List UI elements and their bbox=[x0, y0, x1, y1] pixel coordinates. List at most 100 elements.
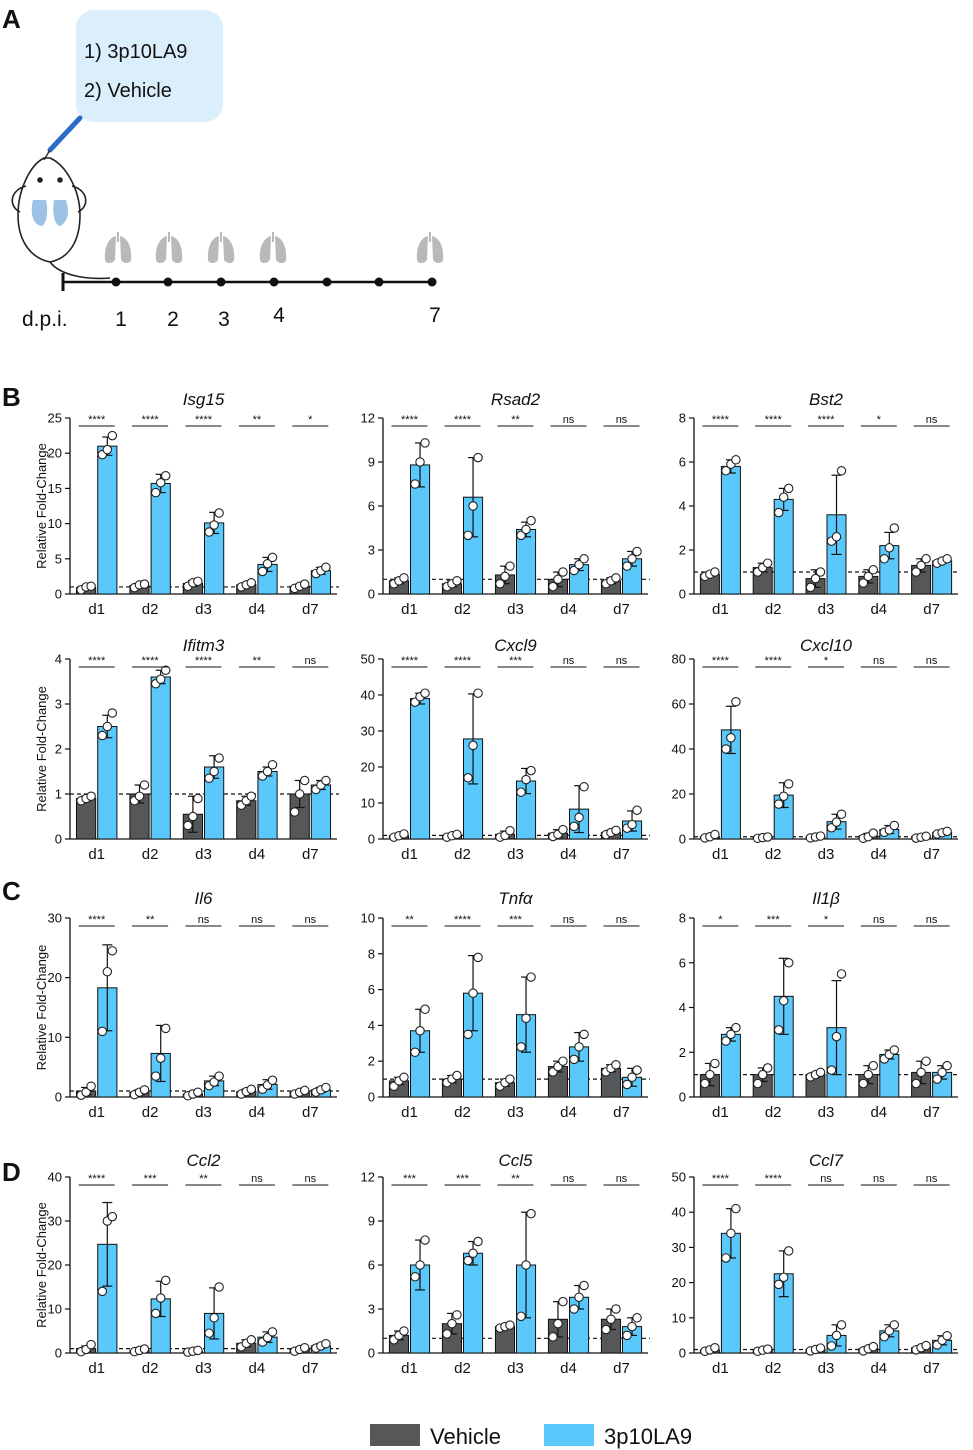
data-point bbox=[721, 1036, 731, 1046]
lung-lobe bbox=[171, 236, 183, 263]
y-tick-label: 40 bbox=[672, 1205, 686, 1220]
data-point bbox=[246, 1084, 257, 1094]
significance-label: * bbox=[308, 414, 313, 426]
data-point bbox=[526, 1208, 536, 1219]
significance-label: ns bbox=[873, 1173, 885, 1185]
significance-label: ns bbox=[304, 655, 316, 667]
data-point bbox=[710, 567, 720, 577]
y-tick-label: 15 bbox=[48, 481, 62, 496]
data-point bbox=[267, 1075, 278, 1086]
significance-label: ns bbox=[304, 914, 316, 926]
x-tick-label: d2 bbox=[142, 601, 159, 618]
lung-lobe bbox=[275, 236, 287, 263]
data-point bbox=[831, 1031, 842, 1042]
data-point bbox=[627, 819, 637, 830]
y-tick-label: 10 bbox=[48, 1030, 62, 1045]
data-point bbox=[627, 1072, 637, 1083]
y-tick-label: 30 bbox=[361, 724, 375, 739]
x-tick-label: d7 bbox=[302, 1104, 319, 1121]
y-tick-label: 6 bbox=[368, 1258, 375, 1273]
y-tick-label: 10 bbox=[48, 1302, 62, 1317]
significance-label: **** bbox=[142, 414, 160, 426]
data-point bbox=[863, 1069, 874, 1080]
day-label: 3 bbox=[218, 308, 230, 331]
data-point bbox=[193, 793, 203, 804]
x-tick-label: d4 bbox=[870, 1104, 887, 1121]
data-point bbox=[611, 825, 621, 836]
data-point bbox=[139, 579, 150, 589]
y-tick-label: 20 bbox=[48, 1258, 62, 1273]
data-point bbox=[97, 1286, 108, 1297]
y-tick-label: 10 bbox=[672, 1310, 686, 1325]
chart-7: Tnfα 0 2 4 6 8 10 d1 ** d2 **** d3 *** d4 ns d7 ns bbox=[361, 889, 650, 1121]
data-point bbox=[188, 811, 198, 822]
data-point bbox=[86, 581, 96, 592]
y-tick-label: 2 bbox=[368, 1054, 375, 1069]
significance-label: *** bbox=[456, 1173, 470, 1185]
data-point bbox=[516, 787, 526, 797]
data-point bbox=[836, 969, 847, 979]
x-tick-label: d2 bbox=[454, 1360, 471, 1377]
data-point bbox=[627, 554, 637, 564]
data-point bbox=[773, 1025, 784, 1035]
data-point bbox=[415, 457, 425, 467]
dpi-label: d.p.i. bbox=[22, 308, 68, 331]
y-tick-label: 0 bbox=[55, 1090, 62, 1105]
data-point bbox=[410, 479, 420, 489]
data-point bbox=[868, 1341, 879, 1352]
chart-title: Bst2 bbox=[809, 390, 844, 409]
x-tick-label: d4 bbox=[870, 601, 887, 618]
data-point bbox=[836, 1320, 847, 1330]
significance-label: **** bbox=[817, 414, 835, 426]
data-point bbox=[246, 1335, 257, 1345]
data-point bbox=[942, 1060, 952, 1071]
data-point bbox=[889, 1320, 900, 1330]
y-tick-label: 8 bbox=[368, 946, 375, 961]
data-point bbox=[726, 732, 736, 743]
y-tick-label: 1 bbox=[55, 787, 62, 802]
data-point bbox=[81, 1087, 91, 1097]
data-point bbox=[579, 554, 589, 564]
data-point bbox=[139, 1085, 150, 1095]
chart-1: Rsad2 0 3 6 9 12 d1 **** d2 **** d3 ** d4 ns d7 ns bbox=[361, 390, 650, 618]
data-point bbox=[921, 831, 931, 842]
data-point bbox=[209, 766, 219, 777]
pipette-icon bbox=[43, 115, 83, 161]
y-tick-label: 20 bbox=[672, 1275, 686, 1290]
data-point bbox=[452, 1070, 462, 1081]
data-point bbox=[468, 501, 478, 511]
x-tick-label: d4 bbox=[249, 846, 266, 863]
data-point bbox=[916, 1067, 926, 1078]
x-tick-label: d4 bbox=[249, 1360, 266, 1377]
x-tick-label: d7 bbox=[613, 1360, 630, 1377]
significance-label: **** bbox=[88, 914, 106, 926]
x-tick-label: d3 bbox=[507, 846, 524, 863]
data-point bbox=[505, 825, 515, 836]
data-point bbox=[569, 1304, 579, 1314]
data-point bbox=[505, 1074, 515, 1084]
data-point bbox=[710, 829, 720, 840]
legend-treatment-label: 3p10LA9 bbox=[604, 1424, 692, 1449]
data-point bbox=[415, 1026, 425, 1036]
data-point bbox=[107, 1211, 118, 1222]
data-point bbox=[299, 579, 310, 589]
lung-lobe bbox=[207, 236, 219, 263]
data-point bbox=[155, 478, 166, 488]
significance-label: **** bbox=[712, 1173, 730, 1185]
data-point bbox=[299, 1085, 310, 1096]
data-point bbox=[452, 829, 462, 840]
lung-icons bbox=[104, 232, 444, 263]
significance-label: **** bbox=[195, 655, 213, 667]
data-point bbox=[942, 826, 952, 837]
data-point bbox=[778, 791, 789, 801]
data-point bbox=[516, 530, 526, 541]
data-point bbox=[574, 1292, 584, 1303]
x-tick-label: d2 bbox=[765, 846, 782, 863]
x-tick-label: d1 bbox=[401, 601, 418, 618]
panel-label-b: B bbox=[2, 382, 21, 412]
x-tick-label: d1 bbox=[712, 601, 729, 618]
data-point bbox=[937, 1067, 947, 1078]
data-point bbox=[710, 1058, 720, 1069]
x-tick-label: d7 bbox=[923, 1104, 940, 1121]
x-tick-label: d1 bbox=[88, 846, 105, 863]
